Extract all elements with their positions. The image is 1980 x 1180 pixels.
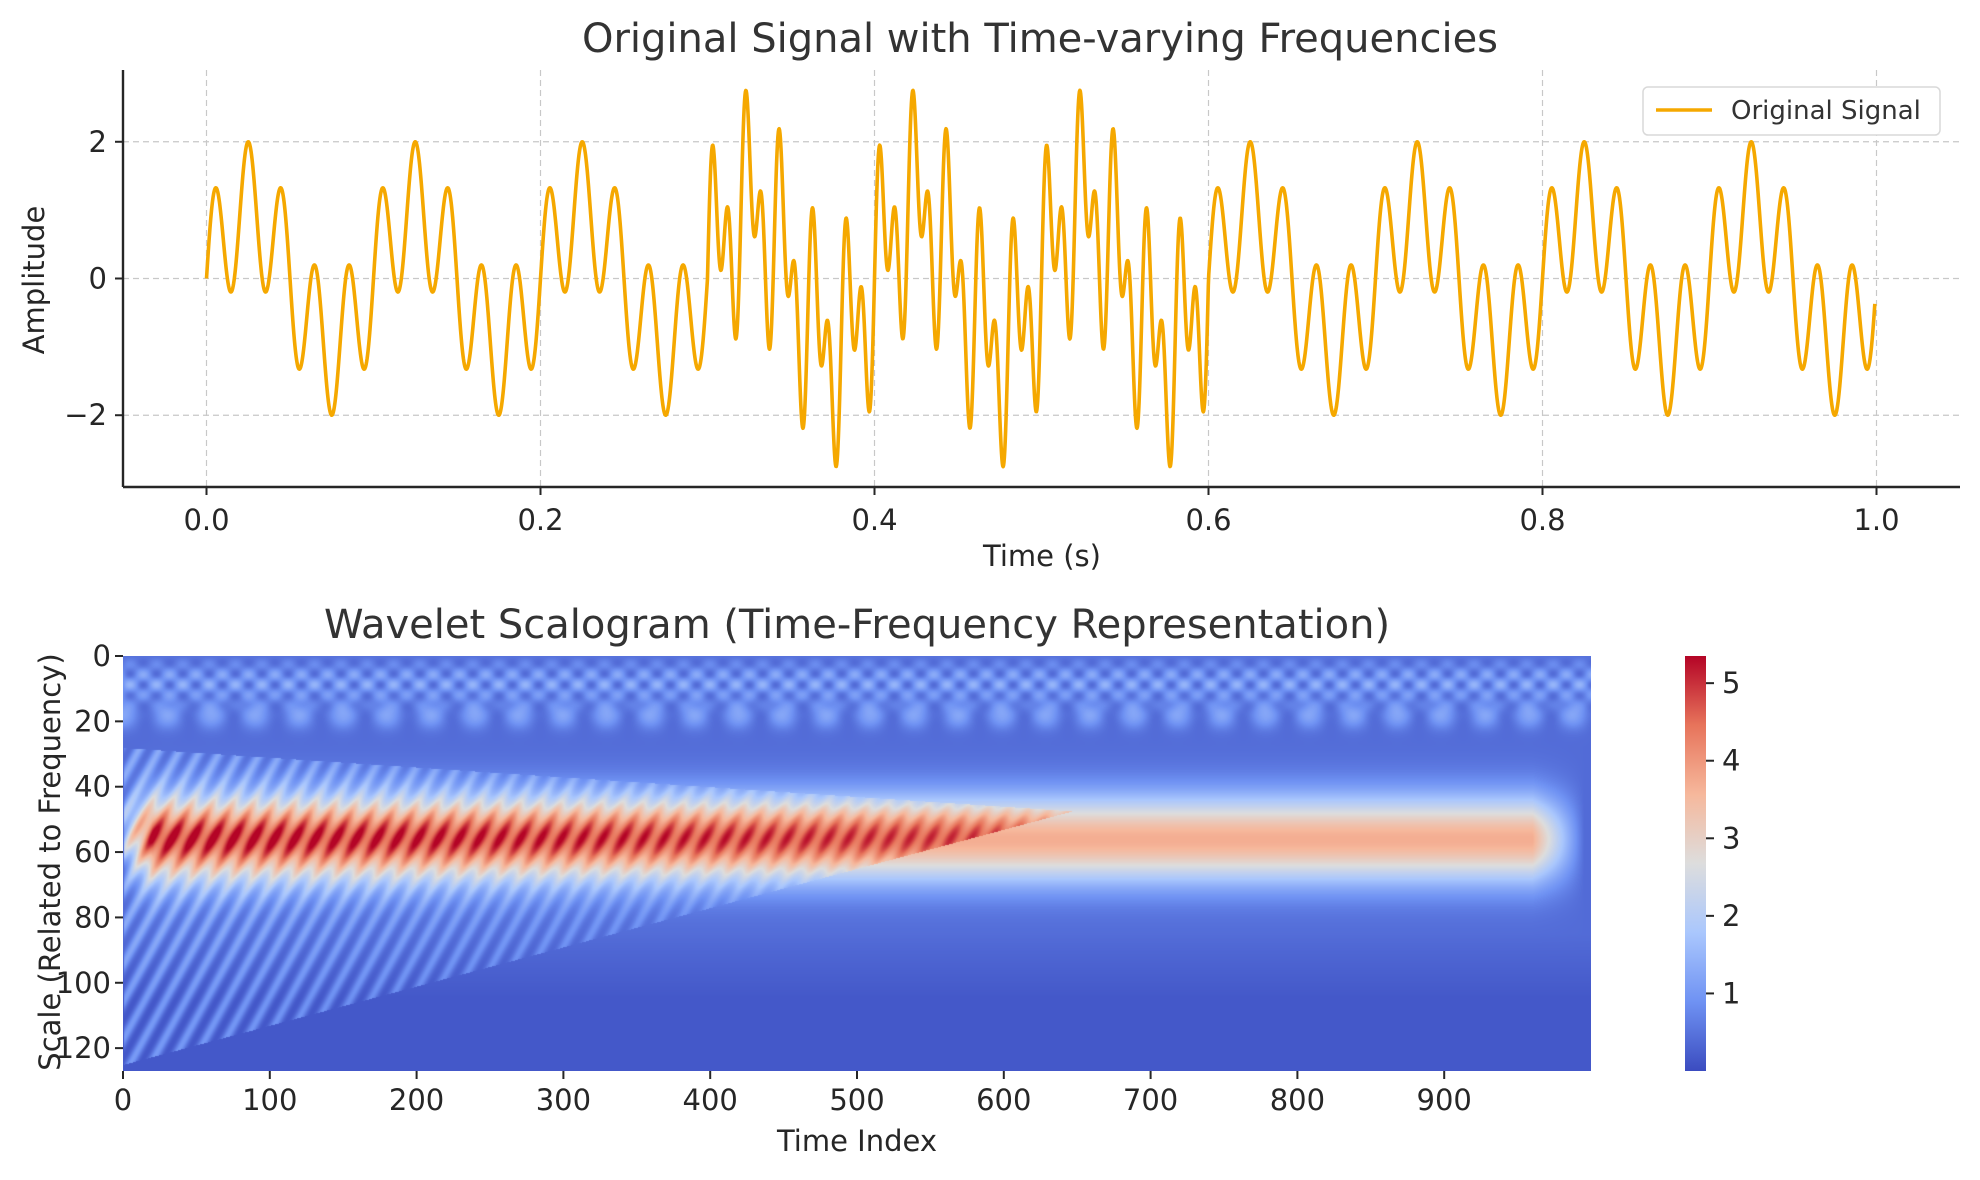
heatmap-x-tick-label: 300 bbox=[536, 1083, 591, 1117]
colorbar-ticks: 1 2 3 4 5 bbox=[1706, 666, 1740, 1010]
colorbar-tick-label: 4 bbox=[1722, 744, 1740, 778]
heatmap-y-tick-label: 100 bbox=[56, 966, 111, 1000]
x-tick-label: 0.2 bbox=[517, 503, 563, 537]
line-chart-legend: Original Signal bbox=[1642, 86, 1941, 136]
heatmap-y-tick-label: 20 bbox=[74, 704, 111, 738]
x-tick-label: 1.0 bbox=[1853, 503, 1899, 537]
heatmap-y-tick-label: 80 bbox=[74, 900, 111, 934]
x-tick-label: 0.6 bbox=[1185, 503, 1231, 537]
heatmap-x-tick-label: 100 bbox=[242, 1083, 297, 1117]
colorbar-tick-label: 1 bbox=[1722, 976, 1740, 1010]
scalogram-heatmap bbox=[123, 656, 1591, 1071]
heatmap-y-ticks: 0 20 40 60 80 100 120 bbox=[56, 639, 123, 1065]
heatmap-title: Wavelet Scalogram (Time-Frequency Repres… bbox=[324, 602, 1390, 648]
line-chart-title: Original Signal with Time-varying Freque… bbox=[582, 16, 1498, 62]
colorbar-tick-label: 2 bbox=[1722, 899, 1740, 933]
colorbar bbox=[1685, 656, 1706, 1071]
colorbar-tick-label: 3 bbox=[1722, 821, 1740, 855]
heatmap-chart: Wavelet Scalogram (Time-Frequency Repres… bbox=[33, 602, 1740, 1158]
y-tick-label: −2 bbox=[64, 398, 107, 432]
heatmap-x-tick-label: 500 bbox=[829, 1083, 884, 1117]
heatmap-x-tick-label: 400 bbox=[683, 1083, 738, 1117]
heatmap-y-tick-label: 0 bbox=[93, 639, 111, 673]
x-tick-label: 0.8 bbox=[1519, 503, 1565, 537]
line-chart-plot bbox=[204, 88, 1877, 469]
heatmap-y-tick-label: 120 bbox=[56, 1031, 111, 1065]
series-line-original-signal bbox=[204, 88, 1877, 469]
y-tick-label: 0 bbox=[89, 262, 107, 296]
colorbar-tick-label: 5 bbox=[1722, 666, 1740, 700]
heatmap-x-tick-label: 600 bbox=[976, 1083, 1031, 1117]
heatmap-y-tick-label: 60 bbox=[74, 835, 111, 869]
x-tick-label: 0.0 bbox=[183, 503, 229, 537]
y-tick-label: 2 bbox=[89, 125, 107, 159]
x-tick-label: 0.4 bbox=[851, 503, 897, 537]
line-chart-y-ticks: −2 0 2 bbox=[64, 125, 123, 432]
heatmap-x-ticks: 0 100 200 300 400 500 600 700 800 900 bbox=[114, 1071, 1472, 1117]
legend-box bbox=[1642, 86, 1941, 136]
line-chart-y-label: Amplitude bbox=[17, 206, 51, 355]
heatmap-x-tick-label: 800 bbox=[1270, 1083, 1325, 1117]
line-chart: Original Signal with Time-varying Freque… bbox=[17, 16, 1960, 573]
heatmap-x-label: Time Index bbox=[776, 1124, 937, 1158]
heatmap-x-tick-label: 700 bbox=[1123, 1083, 1178, 1117]
heatmap-y-label: Scale (Related to Frequency) bbox=[33, 653, 67, 1070]
legend-label: Original Signal bbox=[1731, 96, 1921, 126]
line-chart-x-ticks: 0.0 0.2 0.4 0.6 0.8 1.0 bbox=[183, 487, 1900, 537]
heatmap-x-tick-label: 900 bbox=[1417, 1083, 1472, 1117]
heatmap-x-tick-label: 0 bbox=[114, 1083, 132, 1117]
line-chart-x-label: Time (s) bbox=[982, 539, 1101, 573]
heatmap-canvas-wrap bbox=[123, 656, 1591, 1071]
heatmap-x-tick-label: 200 bbox=[389, 1083, 444, 1117]
heatmap-y-tick-label: 40 bbox=[74, 770, 111, 804]
